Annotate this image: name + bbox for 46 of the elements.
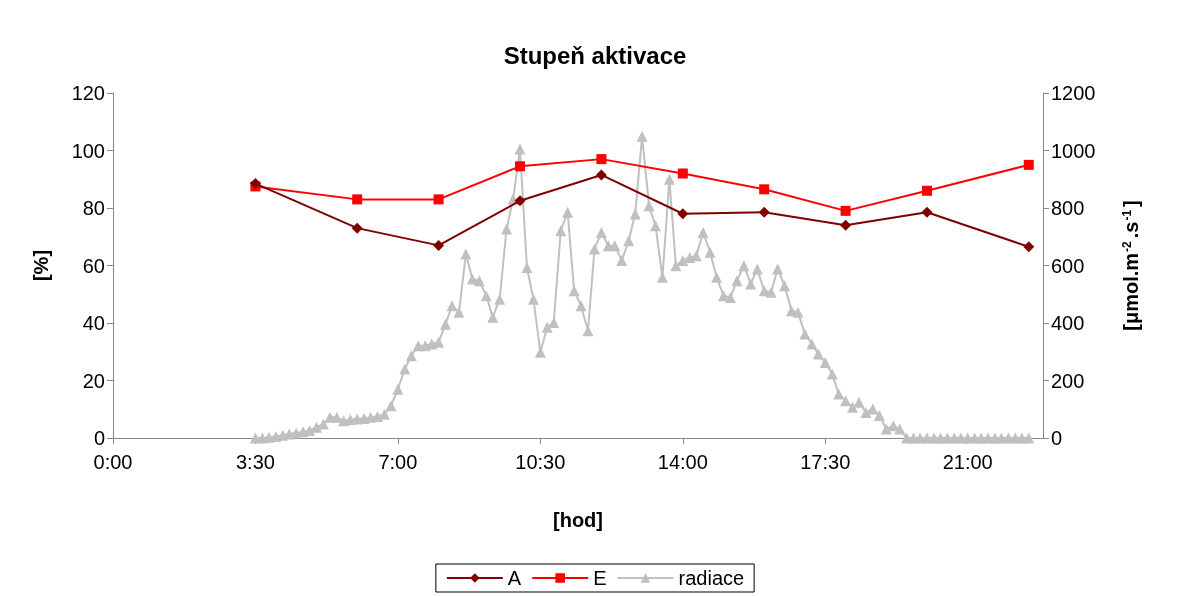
- point: [515, 161, 525, 172]
- x-tick-label: 7:00: [378, 451, 418, 473]
- point: [433, 194, 444, 205]
- point: [840, 219, 852, 231]
- point: [677, 208, 689, 220]
- point: [514, 195, 526, 207]
- point: [840, 205, 851, 216]
- point: [759, 184, 770, 195]
- x-axis-title: [hod]: [553, 509, 603, 531]
- y2-tick-label: 200: [1051, 369, 1085, 392]
- y2-tick-label: 400: [1051, 312, 1085, 334]
- y-tick-label: 20: [82, 369, 105, 392]
- point: [758, 206, 770, 218]
- y-tick-label: 120: [71, 82, 105, 104]
- y2-tick-label: 0: [1051, 427, 1063, 449]
- point: [677, 168, 688, 179]
- legend-label: E: [593, 567, 607, 589]
- y2-tick-label: 600: [1051, 254, 1085, 277]
- point: [433, 239, 445, 251]
- y-tick-label: 0: [93, 427, 105, 449]
- x-tick-label: 3:30: [235, 451, 275, 473]
- y2-tick-label: 800: [1051, 197, 1085, 219]
- x-tick-label: 17:30: [800, 451, 851, 473]
- y-axis-title: [%]: [30, 249, 52, 282]
- y-tick-label: 100: [71, 139, 105, 162]
- point: [1023, 241, 1035, 253]
- point: [595, 169, 607, 181]
- x-tick-label: 0:00: [93, 451, 133, 473]
- point: [596, 154, 607, 165]
- y-tick-label: 40: [82, 312, 105, 334]
- point: [352, 194, 363, 205]
- y2-tick-label: 1000: [1051, 139, 1096, 162]
- y2-axis-title: [μmol.m-2.s-1]: [1120, 200, 1142, 331]
- point: [921, 206, 933, 218]
- y2-tick-label: 1200: [1051, 82, 1096, 104]
- x-tick-label: 10:30: [515, 451, 566, 473]
- chart-title: Stupeň aktivace: [503, 41, 687, 69]
- point: [351, 222, 363, 234]
- x-tick-label: 21:00: [942, 451, 993, 473]
- point: [1023, 159, 1034, 170]
- legend-label: radiace: [678, 567, 745, 589]
- legend-label: A: [507, 567, 522, 589]
- y-tick-label: 60: [82, 254, 105, 277]
- point: [922, 185, 932, 196]
- x-tick-label: 14:00: [657, 451, 708, 473]
- y-tick-label: 80: [82, 197, 105, 219]
